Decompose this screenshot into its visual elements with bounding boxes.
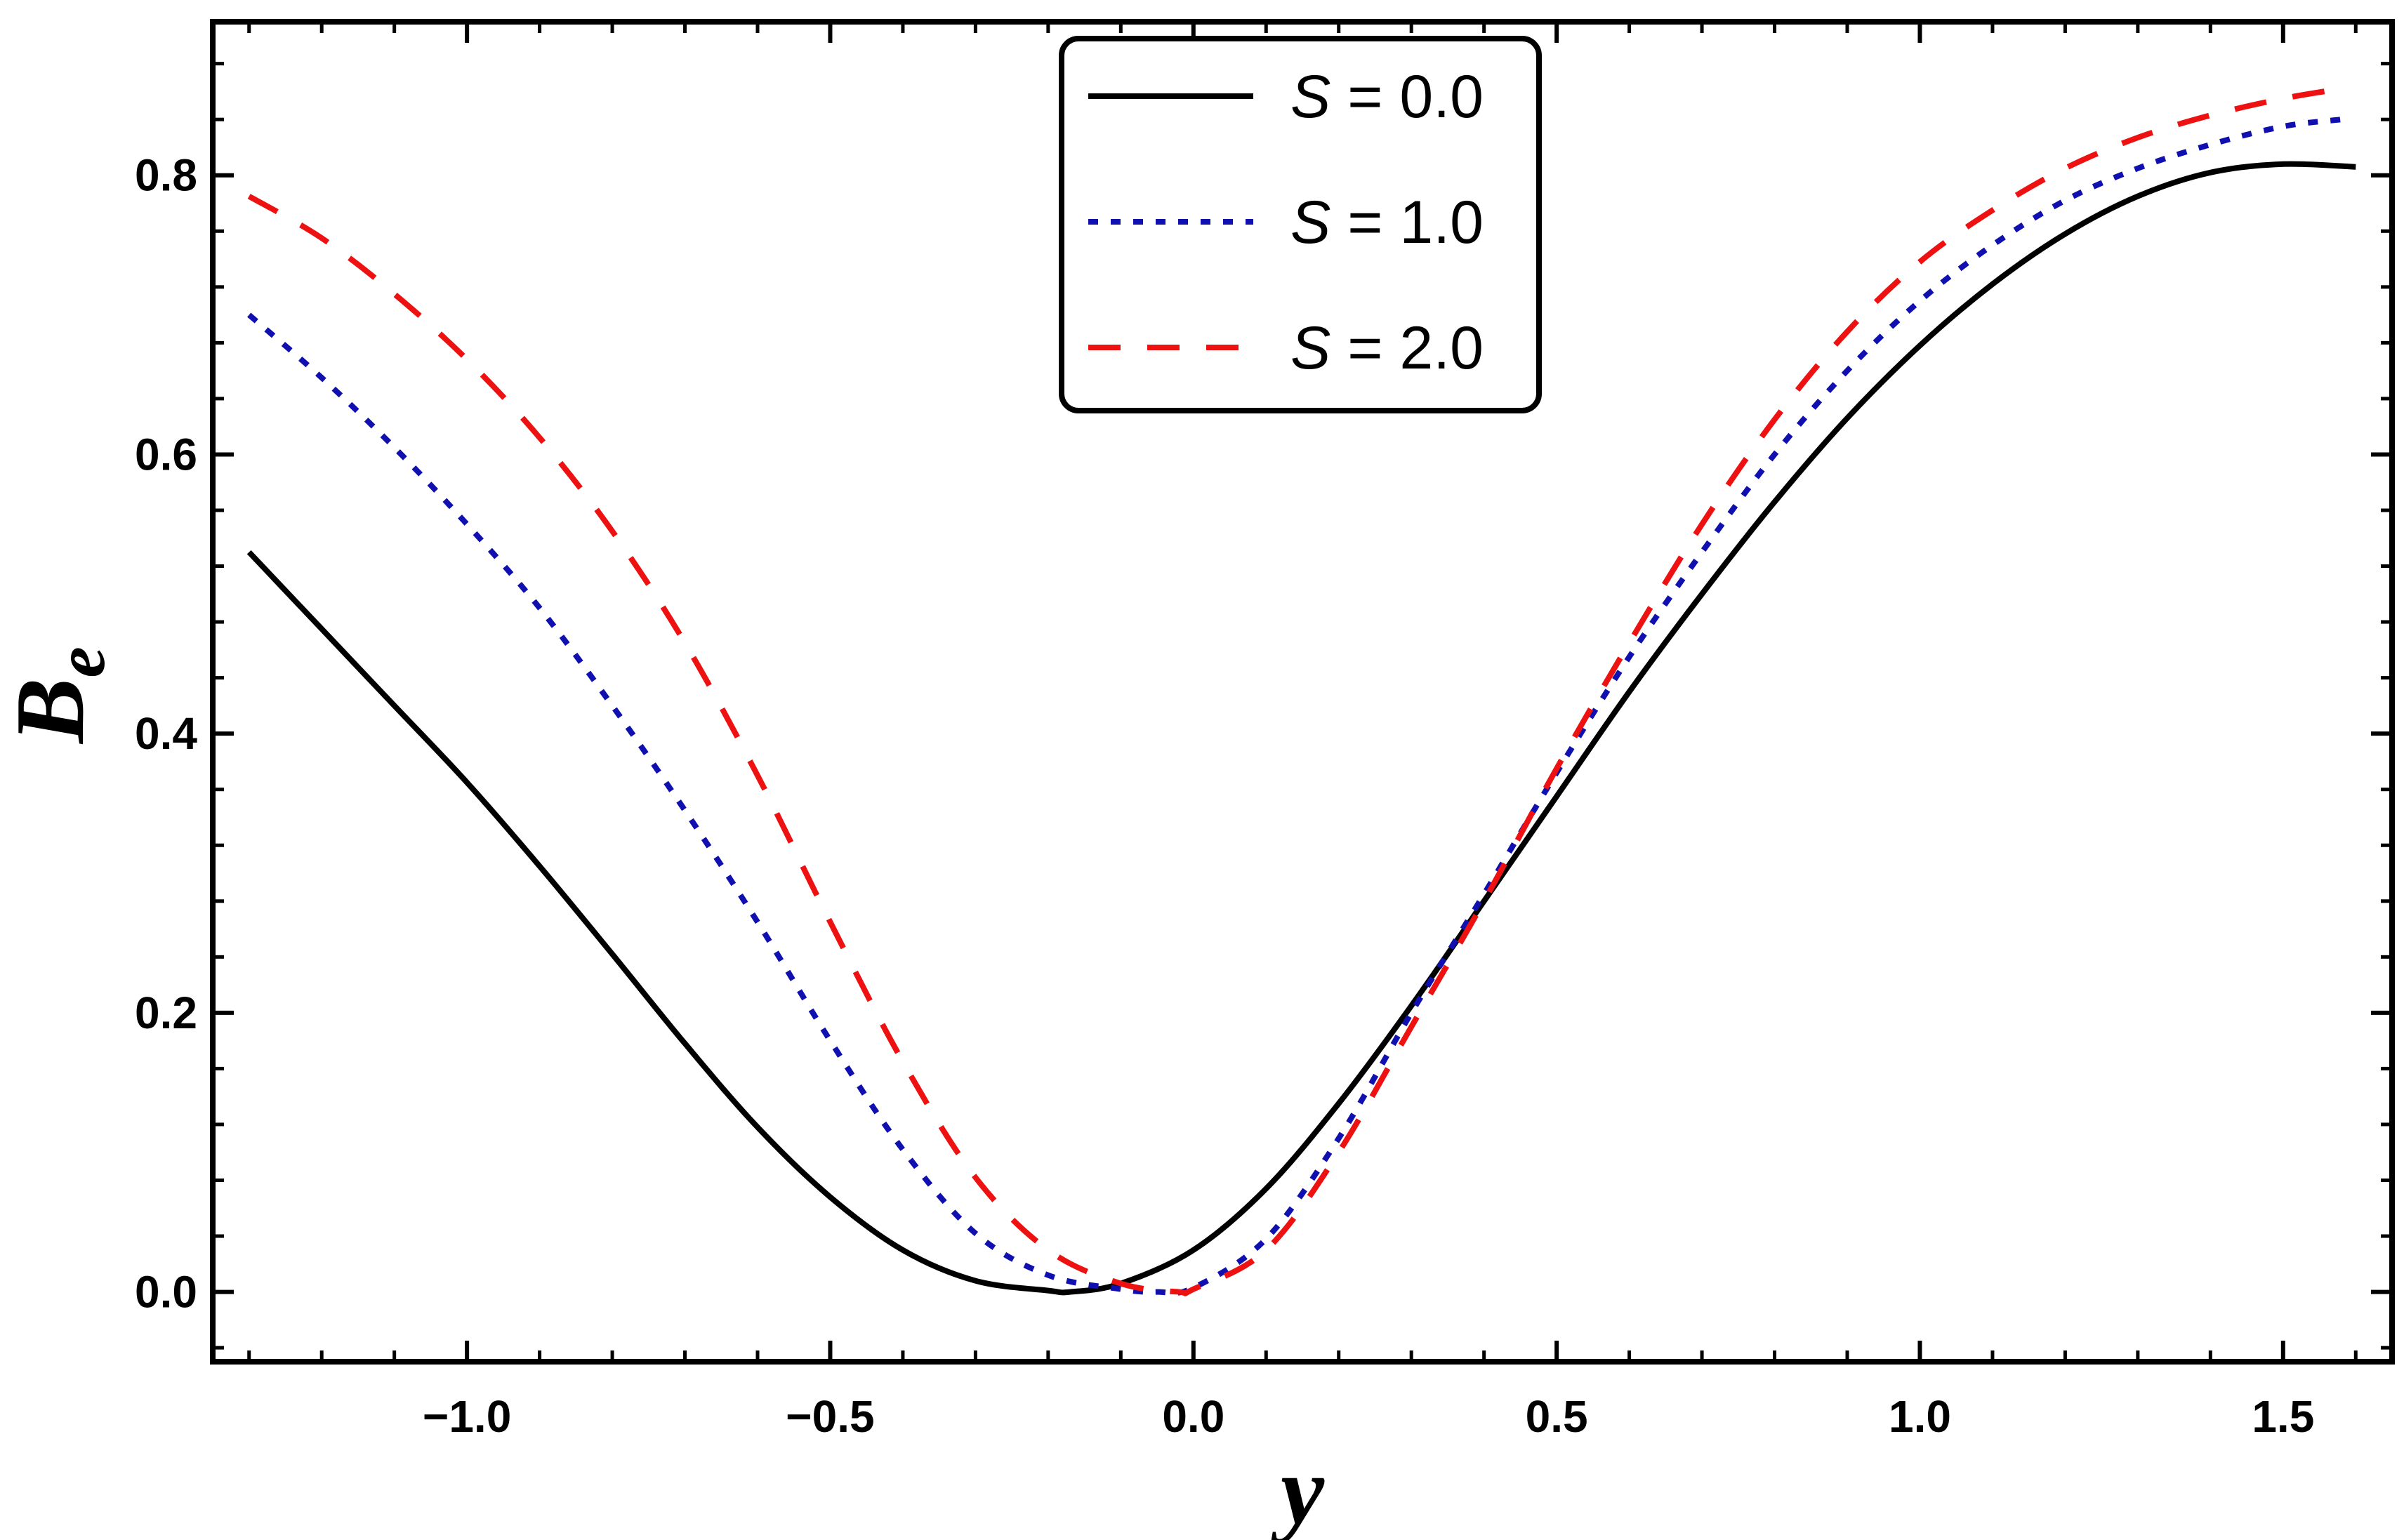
y-axis-label: Be [0, 646, 119, 745]
tick-labels: −1.0 −0.5 0.0 0.5 1.0 1.5 0.0 0.2 0.4 0.6 0.8 [135, 150, 2314, 1442]
legend-label-s2: S = 2.0 [1290, 314, 1484, 382]
series-layer [246, 86, 2356, 1296]
y-axis-label-main: B [0, 678, 105, 745]
series-line-s2 [247, 86, 2342, 1296]
x-tick-label: 0.0 [1162, 1391, 1224, 1442]
y-axis-label-subscript: e [41, 646, 119, 677]
legend-label-s0: S = 0.0 [1290, 63, 1484, 131]
legend: S = 0.0 S = 1.0 S = 2.0 [1059, 36, 1542, 413]
series-line-s0 [246, 161, 2356, 1296]
legend-label-s1: S = 1.0 [1290, 189, 1484, 256]
x-tick-label: −0.5 [786, 1391, 874, 1442]
y-tick-label: 0.6 [135, 429, 197, 479]
y-tick-label: 0.0 [135, 1267, 197, 1317]
x-tick-label: 0.5 [1526, 1391, 1588, 1442]
x-tick-label: 1.0 [1889, 1391, 1951, 1442]
x-tick-label: 1.5 [2252, 1391, 2314, 1442]
legend-box [1059, 36, 1542, 413]
plot-frame [210, 19, 2395, 1365]
y-tick-label: 0.2 [135, 988, 197, 1038]
x-tick-label: −1.0 [423, 1391, 511, 1442]
y-tick-label: 0.8 [135, 150, 197, 201]
y-tick-label: 0.4 [135, 708, 197, 759]
